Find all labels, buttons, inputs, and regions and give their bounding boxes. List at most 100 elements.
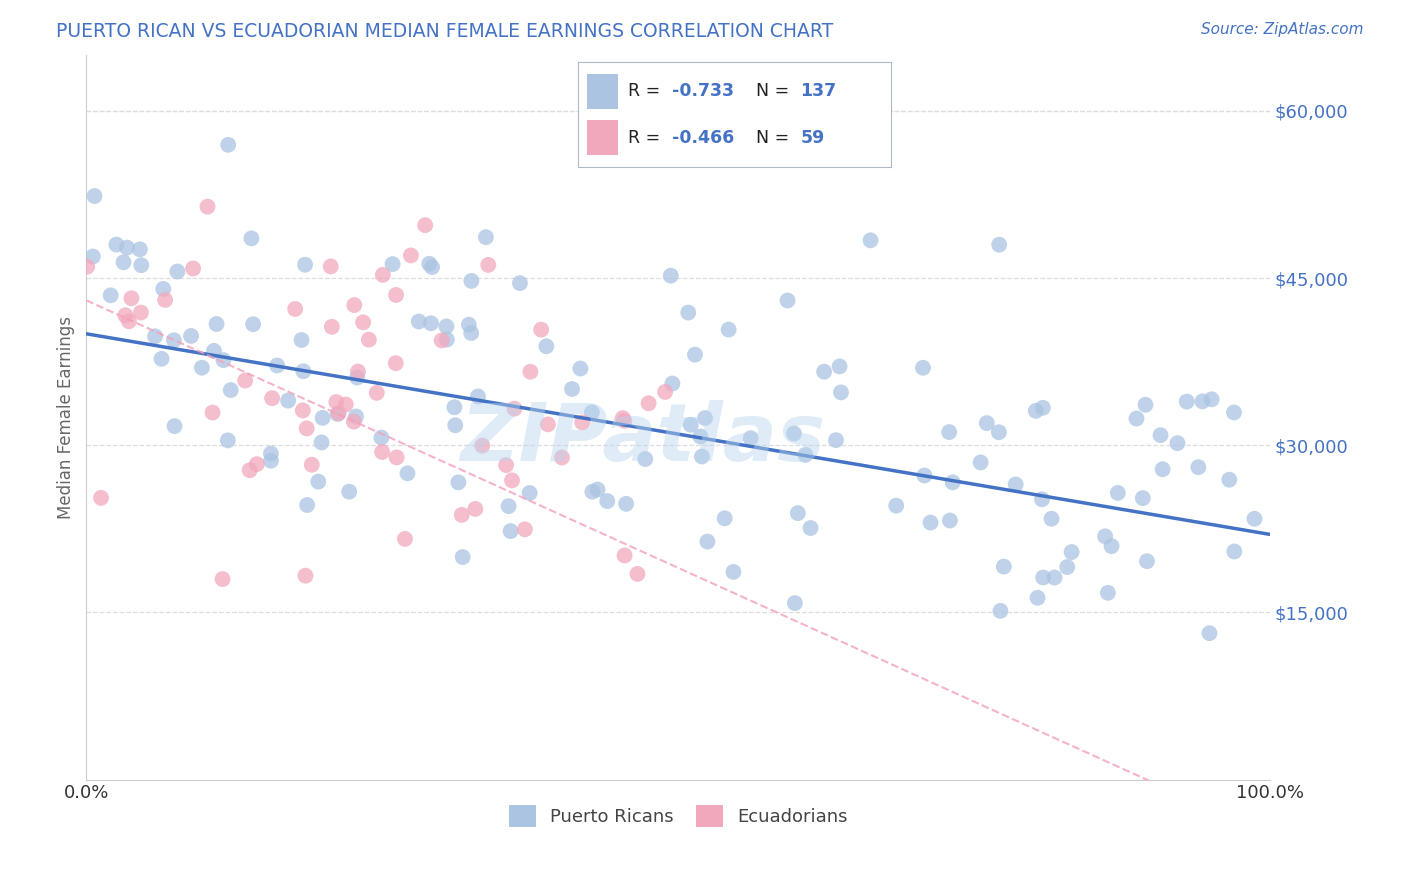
Point — [129, 305, 152, 319]
Point — [498, 499, 520, 513]
Point — [291, 403, 314, 417]
Point — [233, 374, 256, 388]
Point — [205, 317, 228, 331]
Point — [1175, 394, 1198, 409]
Point — [1201, 392, 1223, 407]
Point — [586, 483, 609, 497]
Point — [990, 604, 1012, 618]
Y-axis label: Median Female Earnings: Median Female Earnings — [58, 316, 75, 519]
Point — [277, 393, 299, 408]
Point — [197, 200, 219, 214]
Point — [612, 411, 634, 425]
Point — [813, 365, 835, 379]
Point — [993, 559, 1015, 574]
Point — [509, 276, 531, 290]
Point — [1166, 436, 1188, 450]
Point — [689, 429, 711, 443]
Point — [1243, 512, 1265, 526]
Point — [1032, 570, 1054, 584]
Point — [696, 534, 718, 549]
Point — [794, 448, 817, 462]
Point — [717, 322, 740, 336]
Point — [246, 457, 269, 471]
Point — [942, 475, 965, 490]
Point — [503, 401, 526, 416]
Point — [828, 359, 851, 374]
Point — [581, 405, 603, 419]
Point — [1125, 411, 1147, 425]
Point — [551, 450, 574, 465]
Point — [443, 401, 465, 415]
Point — [1060, 545, 1083, 559]
Point — [384, 356, 406, 370]
Point — [152, 282, 174, 296]
Point — [1031, 492, 1053, 507]
Point — [399, 248, 422, 262]
Point — [1152, 462, 1174, 476]
Point — [1056, 560, 1078, 574]
Point — [475, 230, 498, 244]
Point — [1187, 460, 1209, 475]
Point — [825, 433, 848, 447]
Point — [1101, 539, 1123, 553]
Point — [436, 333, 458, 347]
Point — [1097, 586, 1119, 600]
Point — [335, 397, 357, 411]
Point — [976, 416, 998, 430]
Point — [1043, 570, 1066, 584]
Point — [150, 351, 173, 366]
Point — [260, 447, 283, 461]
Point — [1026, 591, 1049, 605]
Point — [385, 450, 408, 465]
Point — [859, 233, 882, 247]
Point — [325, 395, 347, 409]
Point — [242, 317, 264, 331]
Point — [90, 491, 112, 505]
Text: Source: ZipAtlas.com: Source: ZipAtlas.com — [1201, 22, 1364, 37]
Point — [988, 237, 1011, 252]
Point — [301, 458, 323, 472]
Point — [501, 474, 523, 488]
Point — [284, 301, 307, 316]
Point — [634, 452, 657, 467]
Point — [1107, 486, 1129, 500]
Point — [217, 434, 239, 448]
Point — [1032, 401, 1054, 415]
Point — [513, 522, 536, 536]
Point — [129, 258, 152, 272]
Point — [1223, 405, 1246, 419]
Point — [464, 502, 486, 516]
Point — [290, 333, 312, 347]
Point — [713, 511, 735, 525]
Point — [477, 258, 499, 272]
Point — [83, 189, 105, 203]
Point — [153, 293, 176, 307]
Point — [1136, 554, 1159, 568]
Point — [319, 260, 342, 274]
Point — [180, 329, 202, 343]
Point — [143, 329, 166, 343]
Point — [451, 550, 474, 565]
Point — [430, 334, 453, 348]
Point — [266, 359, 288, 373]
Point — [408, 314, 430, 328]
Point — [776, 293, 799, 308]
Point — [239, 463, 262, 477]
Point — [294, 258, 316, 272]
Point — [381, 257, 404, 271]
Point — [321, 319, 343, 334]
Point — [678, 305, 700, 319]
Point — [460, 274, 482, 288]
Point — [920, 516, 942, 530]
Point — [82, 250, 104, 264]
Point — [328, 406, 350, 420]
Point — [295, 498, 318, 512]
Point — [295, 421, 318, 435]
Point — [311, 435, 333, 450]
Point — [371, 268, 394, 282]
Point — [120, 291, 142, 305]
Point — [530, 323, 553, 337]
Point — [444, 418, 467, 433]
Point — [581, 484, 603, 499]
Point — [346, 370, 368, 384]
